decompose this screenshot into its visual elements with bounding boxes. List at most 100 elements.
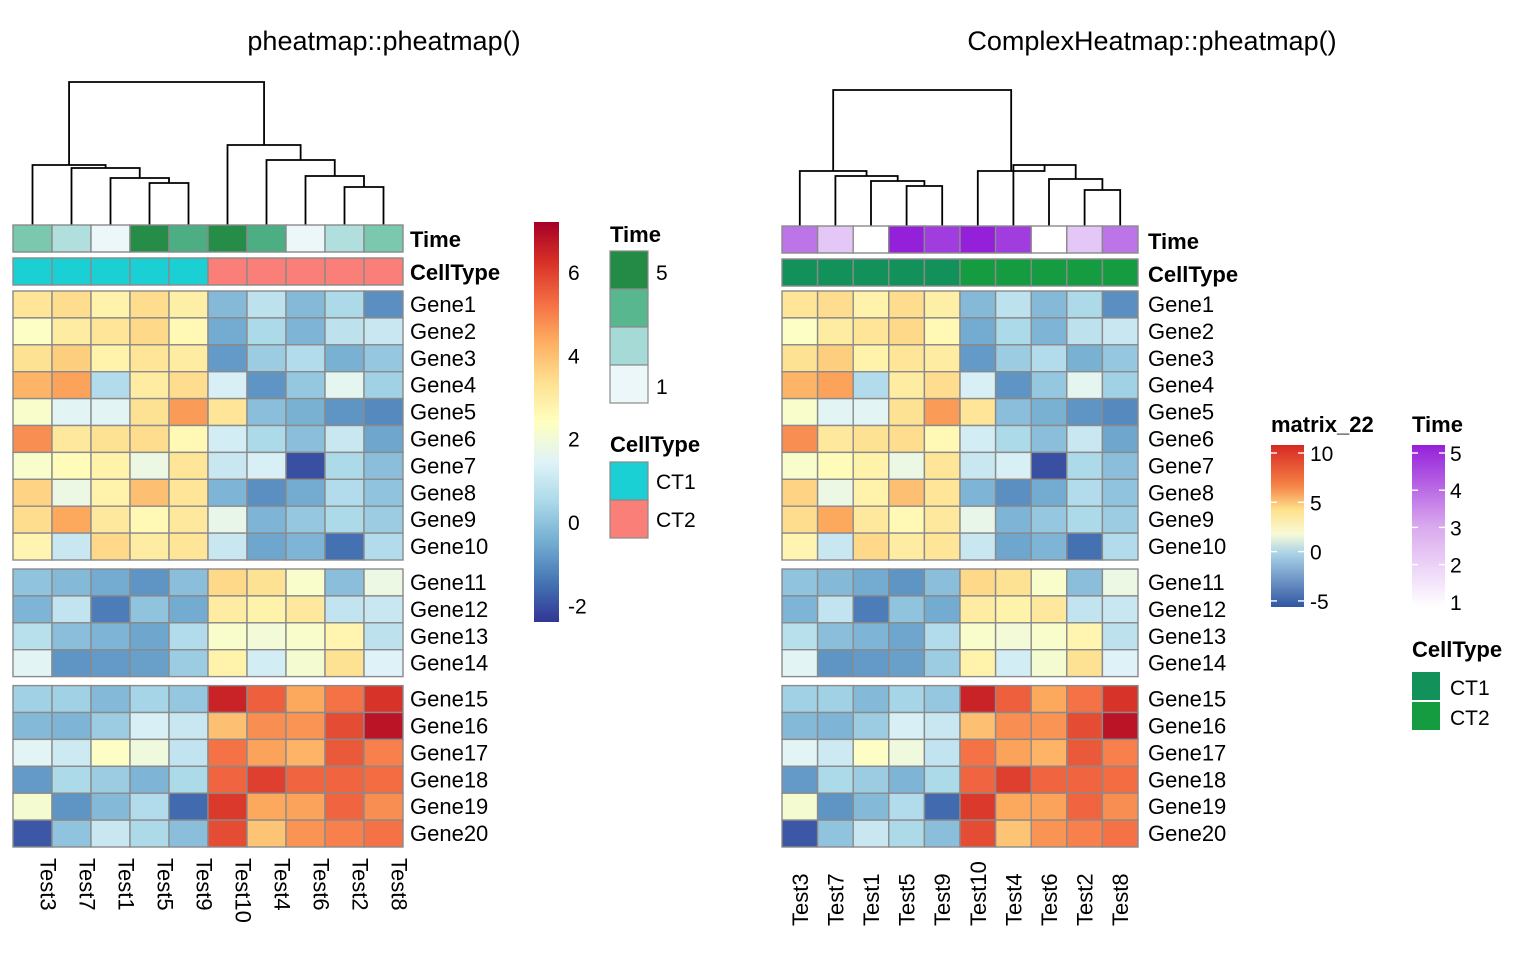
heatmap-cell	[90, 344, 131, 373]
heatmap-cell	[888, 344, 926, 373]
heatmap-cell	[816, 595, 854, 624]
time-annotation-cell	[90, 224, 131, 253]
heatmap-cell	[1030, 792, 1068, 821]
heatmap-cell	[324, 532, 365, 561]
heatmap-cell	[816, 711, 854, 741]
heatmap-cell	[994, 290, 1032, 319]
heatmap-cell	[1101, 344, 1139, 373]
heatmap-cell	[246, 765, 287, 794]
heatmap-cell	[51, 478, 92, 507]
heatmap-cell	[959, 290, 997, 319]
heatmap-cell	[363, 684, 404, 714]
heatmap-cell	[12, 397, 53, 427]
color-key-bar	[534, 222, 559, 622]
heatmap-cell	[90, 792, 131, 821]
dendrogram-branch	[1012, 164, 1077, 226]
heatmap-cell	[852, 505, 890, 534]
heatmap-cell	[168, 649, 209, 678]
celltype-legend-title: CellType	[610, 432, 700, 457]
heatmap-cell	[816, 622, 854, 651]
heatmap-cell	[781, 532, 819, 561]
heatmap-cell	[994, 568, 1032, 597]
heatmap-cell	[781, 765, 819, 794]
heatmap-cell	[324, 290, 365, 319]
heatmap-cell	[994, 532, 1032, 561]
heatmap-cell	[285, 344, 326, 373]
heatmap-cell	[168, 622, 209, 651]
heatmap-cell	[363, 424, 404, 454]
heatmap-cell	[363, 792, 404, 821]
heatmap-cell	[1101, 649, 1139, 678]
celltype-legend-label: CT2	[656, 509, 696, 532]
row-label: Gene12	[410, 597, 488, 622]
heatmap-cell	[888, 568, 926, 597]
row-label: Gene5	[410, 400, 476, 425]
heatmap-cell	[324, 397, 365, 427]
heatmap-cell	[51, 649, 92, 678]
celltype-annotation-cell	[1101, 258, 1139, 287]
heatmap-cell	[285, 451, 326, 480]
heatmap-cell	[90, 478, 131, 507]
heatmap-cell	[90, 532, 131, 561]
heatmap-cell	[781, 711, 819, 741]
heatmap-cell	[816, 371, 854, 400]
time-tick-label: 4	[1450, 480, 1462, 503]
heatmap-cell	[168, 478, 209, 507]
heatmap-cell	[285, 711, 326, 741]
heatmap-cell	[246, 792, 287, 821]
heatmap-cell	[51, 792, 92, 821]
heatmap-cell	[994, 711, 1032, 741]
heatmap-cell	[1101, 595, 1139, 624]
heatmap-cell	[168, 684, 209, 714]
row-label: Gene2	[1148, 319, 1214, 344]
heatmap-cell	[852, 792, 890, 821]
heatmap-cell	[168, 711, 209, 741]
heatmap-cell	[959, 532, 997, 561]
heatmap-cell	[207, 371, 248, 400]
heatmap-cell	[923, 478, 961, 507]
right-heatmap-panel: ComplexHeatmap::pheatmap() TimeCellType …	[781, 26, 1502, 926]
row-label: Gene16	[1148, 713, 1226, 738]
heatmap-cell	[1030, 622, 1068, 651]
heatmap-cell	[51, 622, 92, 651]
heatmap-cell	[90, 317, 131, 346]
heatmap-cell	[324, 478, 365, 507]
heatmap-cell	[285, 424, 326, 454]
column-label: Test1	[114, 858, 139, 911]
dendrogram-branch	[109, 177, 170, 225]
celltype-annotation-cell	[168, 257, 209, 286]
time-tick-label: 5	[1450, 443, 1462, 466]
heatmap-cell	[285, 478, 326, 507]
heatmap-cell	[168, 819, 209, 848]
heatmap-cell	[816, 765, 854, 794]
heatmap-cell	[90, 451, 131, 480]
heatmap-cell	[959, 819, 997, 848]
right-column-labels: Test3 Test7 Test1 Test5 Test9 Test10 Test4 Test…	[788, 861, 1133, 926]
heatmap-cell	[246, 819, 287, 848]
row-label: Gene17	[1148, 740, 1226, 765]
heatmap-cell	[168, 397, 209, 427]
heatmap-cell	[816, 684, 854, 714]
column-label: Test6	[309, 858, 334, 911]
celltype-legend-label: CT2	[1450, 707, 1490, 730]
heatmap-cell	[1101, 622, 1139, 651]
heatmap-cell	[888, 424, 926, 454]
celltype-annotation-cell	[852, 258, 890, 287]
heatmap-cell	[1030, 684, 1068, 714]
heatmap-cell	[168, 371, 209, 400]
matrix-legend-title: matrix_22	[1271, 412, 1374, 437]
heatmap-cell	[90, 684, 131, 714]
heatmap-cell	[207, 738, 248, 768]
heatmap-cell	[852, 738, 890, 768]
heatmap-cell	[994, 684, 1032, 714]
heatmap-cell	[207, 478, 248, 507]
heatmap-cell	[781, 344, 819, 373]
heatmap-cell	[781, 290, 819, 319]
heatmap-cell	[363, 397, 404, 427]
dendrogram-branch	[1048, 178, 1104, 226]
heatmap-cell	[888, 505, 926, 534]
heatmap-cell	[923, 711, 961, 741]
heatmap-cell	[994, 738, 1032, 768]
heatmap-cell	[168, 505, 209, 534]
